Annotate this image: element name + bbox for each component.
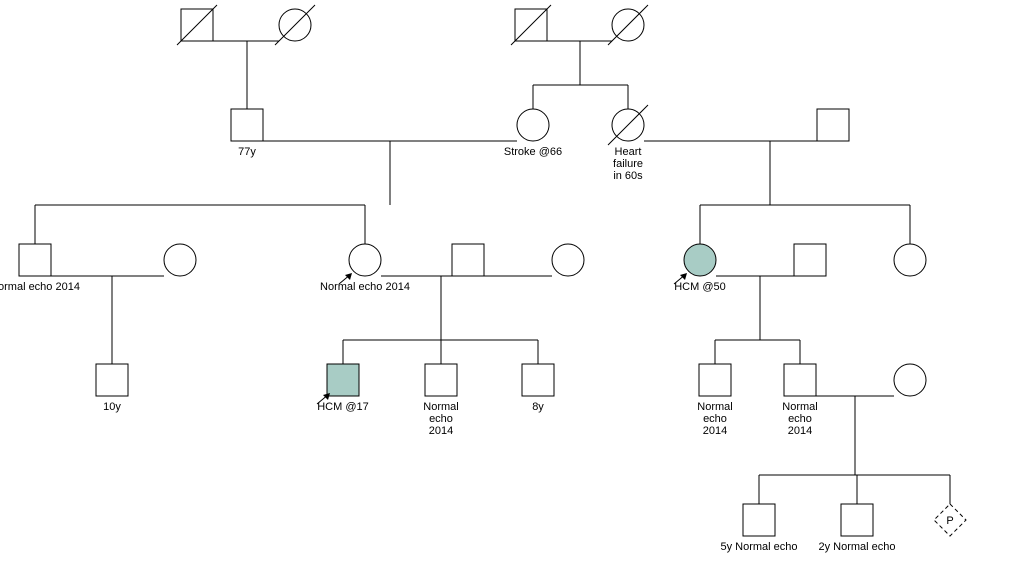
node-label: Normal xyxy=(782,401,817,413)
node-label: 10y xyxy=(103,401,121,413)
node-g2m1: 77y xyxy=(231,109,263,158)
node-label: echo xyxy=(429,413,453,425)
node-g2f1: Stroke @66 xyxy=(504,109,562,158)
node-g3f4: HCM @50 xyxy=(674,244,726,293)
node-label: 2014 xyxy=(703,425,727,437)
node-g5m2: 2y Normal echo xyxy=(818,504,895,553)
pedigree-nodes: 77y Stroke @66 Heartfailurein 60s Normal ec… xyxy=(0,5,966,553)
node-g5p1: P xyxy=(934,504,966,536)
node-g1m1 xyxy=(177,5,217,45)
node-label: Normal xyxy=(423,401,458,413)
node-g4m1: 10y xyxy=(96,364,128,413)
node-label: 2y Normal echo xyxy=(818,541,895,553)
node-g3f2: Normal echo 2014 xyxy=(320,244,410,293)
node-g2f2: Heartfailurein 60s xyxy=(608,105,648,182)
node-g4m6: Normalecho2014 xyxy=(782,364,817,437)
node-g1f2 xyxy=(608,5,648,45)
node-label: 2014 xyxy=(429,425,453,437)
node-g5m1: 5y Normal echo xyxy=(720,504,797,553)
node-g4m5: Normalecho2014 xyxy=(697,364,732,437)
node-g3f3 xyxy=(552,244,584,276)
node-g4m3: Normalecho2014 xyxy=(423,364,458,437)
node-label: echo xyxy=(788,413,812,425)
node-label: failure xyxy=(613,158,643,170)
node-g3m1: Normal echo 2014 xyxy=(0,244,80,293)
node-label: Heart xyxy=(615,146,642,158)
node-g4f1 xyxy=(894,364,926,396)
node-label: HCM @50 xyxy=(674,281,726,293)
node-g4m4: 8y xyxy=(522,364,554,413)
node-label: 8y xyxy=(532,401,544,413)
node-label: 2014 xyxy=(788,425,812,437)
pedigree-diagram: 77y Stroke @66 Heartfailurein 60s Normal ec… xyxy=(0,0,1009,582)
node-label: echo xyxy=(703,413,727,425)
node-g1m2 xyxy=(511,5,551,45)
node-label: Normal xyxy=(697,401,732,413)
node-g3m2 xyxy=(452,244,484,276)
node-g4m2: HCM @17 xyxy=(317,364,369,413)
node-label: 77y xyxy=(238,146,256,158)
node-label: Stroke @66 xyxy=(504,146,562,158)
node-g3f5 xyxy=(894,244,926,276)
node-label: 5y Normal echo xyxy=(720,541,797,553)
node-g2m2 xyxy=(817,109,849,141)
node-g3f1 xyxy=(164,244,196,276)
node-label: in 60s xyxy=(613,170,643,182)
svg-text:P: P xyxy=(946,515,953,527)
node-g3m3 xyxy=(794,244,826,276)
node-g1f1 xyxy=(275,5,315,45)
node-label: HCM @17 xyxy=(317,401,369,413)
node-label: Normal echo 2014 xyxy=(320,281,410,293)
node-label: Normal echo 2014 xyxy=(0,281,80,293)
